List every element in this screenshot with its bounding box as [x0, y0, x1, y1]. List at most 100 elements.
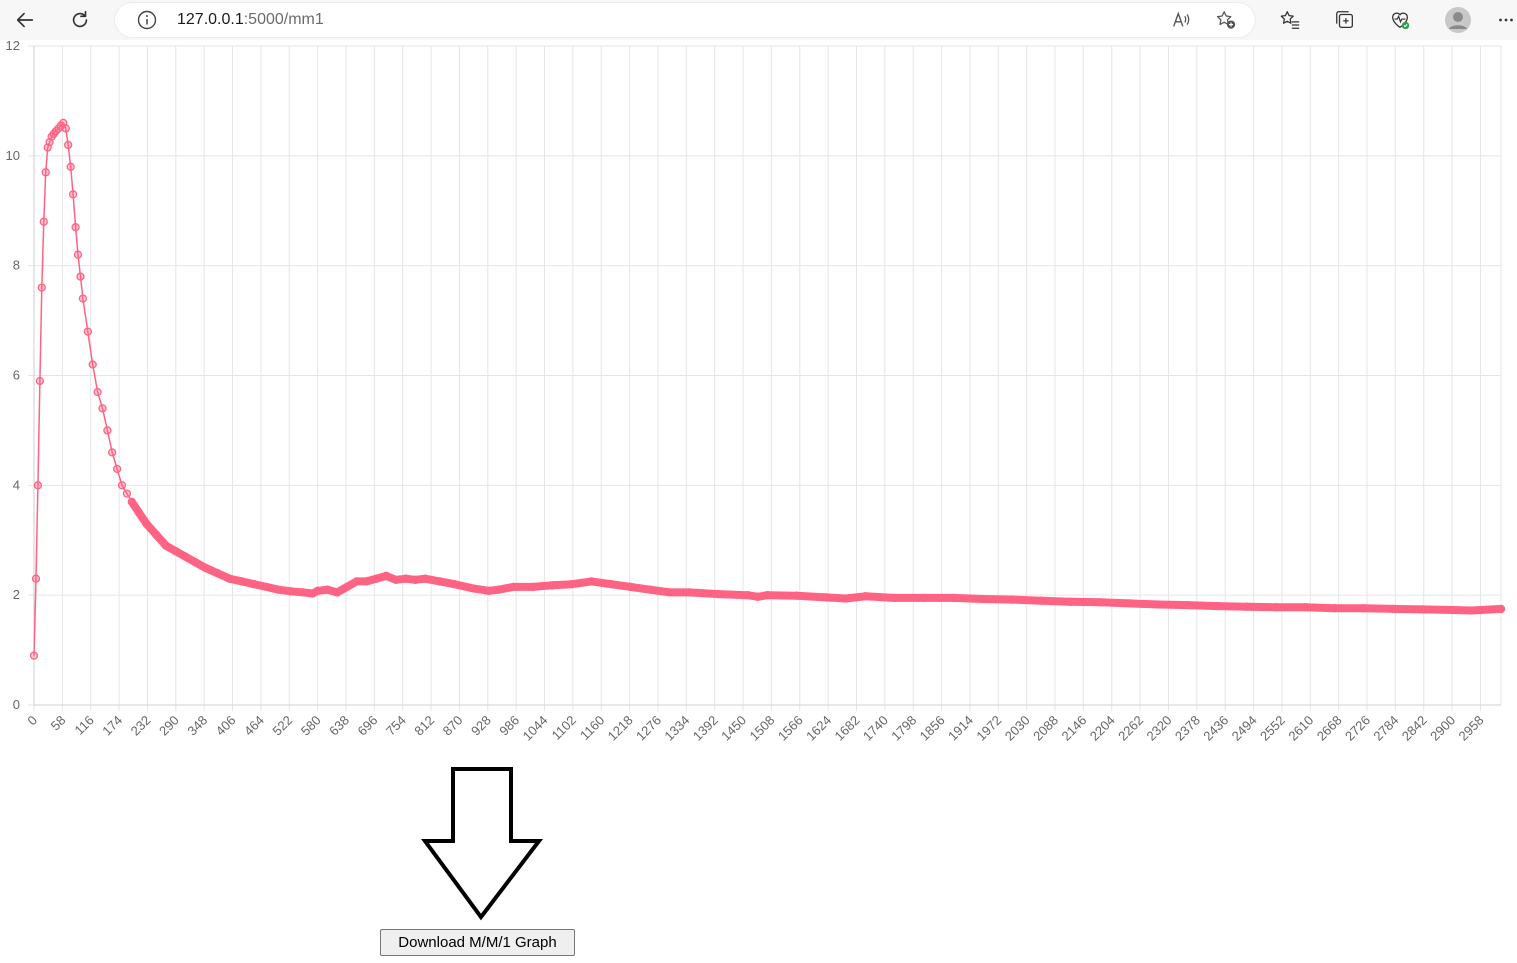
x-tick-label: 1914: [945, 713, 976, 744]
x-tick-label: 1334: [661, 713, 692, 744]
x-tick-label: 2610: [1285, 713, 1316, 744]
x-tick-label: 2262: [1115, 713, 1146, 744]
data-point: [98, 404, 107, 413]
x-tick-label: 406: [213, 713, 239, 739]
more-icon[interactable]: [1496, 4, 1516, 36]
x-tick-label: 2088: [1030, 713, 1061, 744]
y-tick-label: 2: [13, 587, 20, 602]
x-tick-label: 2378: [1172, 713, 1203, 744]
x-tick-label: 1450: [718, 713, 749, 744]
x-tick-label: 2842: [1399, 713, 1430, 744]
x-tick-label: 0: [24, 713, 40, 729]
data-point: [39, 217, 48, 226]
data-point: [117, 481, 127, 490]
x-tick-label: 2030: [1002, 713, 1033, 744]
url-text[interactable]: 127.0.0.1:5000/mm1: [177, 11, 324, 29]
y-tick-label: 0: [13, 697, 20, 712]
x-tick-label: 1102: [549, 713, 579, 743]
x-tick-label: 232: [128, 713, 154, 739]
x-tick-label: 1392: [690, 713, 721, 744]
data-point: [112, 464, 122, 474]
x-tick-label: 1160: [577, 713, 607, 743]
x-tick-label: 2726: [1342, 713, 1373, 744]
x-tick-label: 2436: [1200, 713, 1231, 744]
down-arrow-icon: [421, 767, 544, 921]
address-bar[interactable]: 127.0.0.1:5000/mm1: [115, 3, 1255, 37]
collections-icon[interactable]: [1329, 4, 1361, 36]
data-point: [35, 376, 45, 386]
x-tick-label: 2204: [1087, 713, 1118, 744]
browser-essentials-icon[interactable]: [1384, 4, 1416, 36]
data-point: [33, 481, 43, 490]
x-tick-label: 928: [468, 713, 494, 739]
data-point: [88, 360, 97, 369]
profile-icon[interactable]: [1442, 4, 1474, 36]
x-tick-label: 986: [496, 713, 522, 739]
data-point: [68, 190, 78, 199]
x-tick-label: 2668: [1314, 713, 1345, 744]
back-icon[interactable]: [9, 4, 41, 36]
y-tick-label: 8: [13, 258, 20, 273]
x-tick-label: 464: [241, 713, 267, 739]
x-tick-label: 58: [48, 713, 69, 734]
data-point: [64, 140, 73, 150]
url-host: 127.0.0.1: [177, 11, 244, 28]
favorites-icon[interactable]: [1274, 4, 1306, 36]
x-tick-label: 174: [99, 713, 125, 739]
data-point: [93, 387, 102, 397]
x-tick-label: 638: [326, 713, 352, 739]
x-tick-label: 1740: [860, 713, 891, 744]
data-point: [29, 651, 39, 660]
y-tick-label: 12: [6, 40, 20, 53]
data-point: [61, 124, 70, 133]
x-tick-label: 1798: [888, 713, 919, 744]
read-aloud-icon[interactable]: [1170, 9, 1192, 31]
data-point: [78, 294, 88, 303]
x-tick-label: 348: [184, 713, 210, 739]
data-point: [103, 426, 112, 435]
x-tick-label: 1218: [605, 713, 636, 744]
data-point: [122, 489, 132, 498]
x-tick-label: 116: [72, 713, 97, 738]
x-tick-label: 1624: [803, 713, 834, 744]
x-tick-label: 754: [383, 713, 409, 739]
x-tick-label: 870: [440, 713, 466, 739]
x-tick-label: 580: [298, 713, 324, 739]
browser-toolbar: 127.0.0.1:5000/mm1: [0, 0, 1517, 40]
x-tick-label: 812: [411, 713, 437, 739]
x-tick-label: 2494: [1229, 713, 1260, 744]
x-tick-label: 290: [156, 713, 182, 739]
x-tick-label: 1856: [917, 713, 948, 744]
x-tick-label: 2958: [1456, 713, 1487, 744]
data-point: [108, 448, 117, 457]
refresh-icon[interactable]: [64, 4, 96, 36]
download-graph-button[interactable]: Download M/M/1 Graph: [380, 929, 575, 956]
data-point: [76, 272, 85, 281]
x-tick-label: 1972: [973, 713, 1004, 744]
x-tick-label: 2146: [1058, 713, 1089, 744]
data-point: [66, 162, 75, 171]
x-tick-label: 2784: [1370, 713, 1401, 744]
data-point: [37, 283, 46, 292]
x-tick-label: 1276: [633, 713, 664, 744]
series-line: [33, 122, 1502, 656]
y-tick-label: 4: [13, 477, 20, 492]
info-icon[interactable]: [137, 10, 157, 30]
data-point: [73, 250, 83, 259]
data-point: [41, 168, 50, 177]
x-tick-label: 1566: [775, 713, 806, 744]
chart-series: [29, 118, 1506, 660]
y-tick-label: 6: [13, 368, 20, 383]
x-tick-label: 696: [355, 713, 381, 739]
y-tick-label: 10: [6, 148, 20, 163]
chart-grid: [28, 45, 1502, 711]
x-tick-label: 522: [269, 713, 295, 739]
url-path: :5000/mm1: [243, 11, 324, 28]
data-point: [83, 327, 92, 336]
add-favorite-icon[interactable]: [1215, 9, 1237, 31]
x-tick-label: 2320: [1144, 713, 1175, 744]
data-point: [31, 574, 41, 583]
x-tick-label: 1508: [746, 713, 777, 744]
